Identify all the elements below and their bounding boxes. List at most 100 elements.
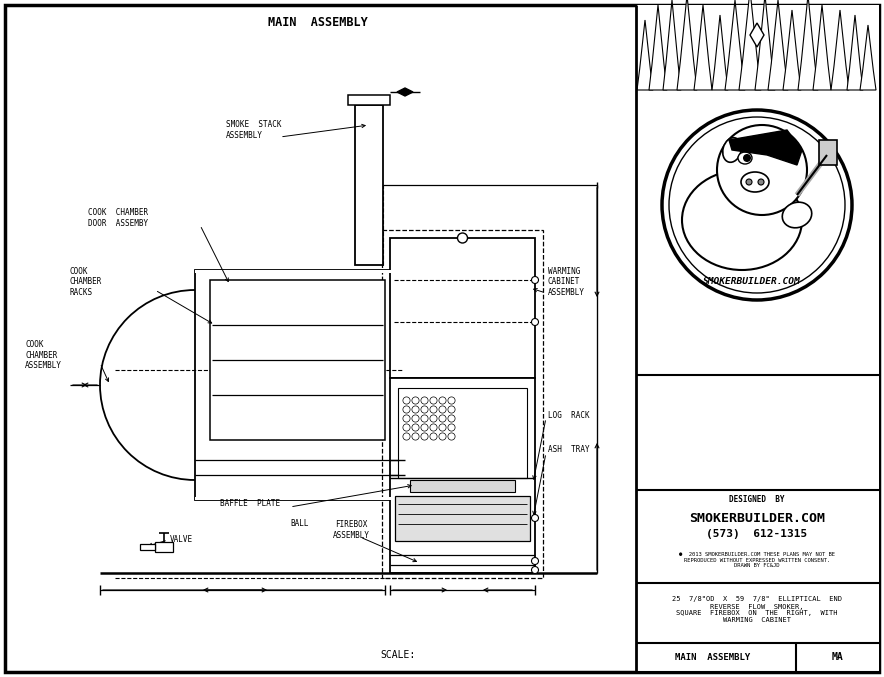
Text: BAFFLE  PLATE: BAFFLE PLATE (220, 498, 280, 508)
Polygon shape (860, 25, 876, 90)
Text: DESIGNED  BY: DESIGNED BY (729, 496, 785, 504)
Polygon shape (755, 0, 775, 90)
Circle shape (412, 406, 419, 413)
Text: ●  2013 SMOKERBUILDER.COM THESE PLANS MAY NOT BE
REPRODUCED WITHOUT EXPRESSED WR: ● 2013 SMOKERBUILDER.COM THESE PLANS MAY… (679, 552, 835, 568)
Text: COOK  CHAMBER
DOOR  ASSEMBY: COOK CHAMBER DOOR ASSEMBY (88, 209, 149, 227)
Text: ASH  TRAY: ASH TRAY (548, 445, 590, 454)
Polygon shape (637, 20, 653, 90)
Circle shape (746, 179, 752, 185)
Text: WARMING
CABINET
ASSEMBLY: WARMING CABINET ASSEMBLY (548, 267, 585, 297)
Bar (210, 280, 385, 440)
Text: Copyright
SmokerBuilder
LLC: Copyright SmokerBuilder LLC (186, 289, 434, 471)
Circle shape (412, 424, 419, 431)
Circle shape (438, 397, 446, 404)
Circle shape (669, 117, 845, 293)
Polygon shape (694, 5, 712, 90)
Circle shape (403, 415, 410, 422)
Circle shape (458, 233, 468, 243)
Circle shape (430, 433, 437, 440)
Text: SMOKERBUILDER.COM: SMOKERBUILDER.COM (689, 512, 825, 525)
Polygon shape (663, 0, 681, 90)
Bar (382, 230, 543, 578)
Text: 25  7/8"OD  X  59  7/8"  ELLIPTICAL  END
REVERSE  FLOW  SMOKER,
SQUARE  FIREBOX : 25 7/8"OD X 59 7/8" ELLIPTICAL END REVER… (672, 596, 842, 624)
Bar (195, 270, 405, 273)
Ellipse shape (723, 137, 742, 162)
Polygon shape (831, 10, 849, 90)
Polygon shape (798, 0, 818, 90)
Circle shape (412, 415, 419, 422)
Ellipse shape (782, 202, 812, 228)
Circle shape (430, 406, 437, 413)
Circle shape (438, 415, 446, 422)
Polygon shape (677, 0, 697, 90)
Text: VALVE: VALVE (170, 536, 193, 544)
Circle shape (448, 397, 455, 404)
Circle shape (438, 406, 446, 413)
Circle shape (743, 154, 751, 162)
Ellipse shape (100, 290, 290, 480)
Text: SMOKE  STACK
ASSEMBLY: SMOKE STACK ASSEMBLY (226, 121, 281, 139)
Bar (348, 95, 390, 105)
Bar (155, 542, 173, 552)
Circle shape (448, 433, 455, 440)
Polygon shape (739, 0, 761, 90)
Circle shape (421, 415, 428, 422)
Bar (637, 375, 879, 490)
Ellipse shape (682, 170, 802, 270)
Polygon shape (813, 5, 831, 90)
Circle shape (421, 397, 428, 404)
Bar (355, 105, 383, 265)
Circle shape (758, 179, 764, 185)
Circle shape (662, 110, 852, 300)
Circle shape (430, 424, 437, 431)
Circle shape (403, 406, 410, 413)
Polygon shape (783, 10, 801, 90)
Circle shape (717, 125, 807, 215)
Circle shape (438, 424, 446, 431)
Text: MAIN  ASSEMBLY: MAIN ASSEMBLY (268, 16, 368, 30)
Polygon shape (768, 0, 788, 90)
Polygon shape (729, 130, 802, 165)
Circle shape (412, 397, 419, 404)
Text: LOG  RACK: LOG RACK (548, 410, 590, 420)
Circle shape (531, 557, 538, 565)
Polygon shape (649, 5, 667, 90)
Bar (819, 140, 837, 165)
Text: MA: MA (831, 652, 842, 662)
Text: COOK
CHAMBER
ASSEMBLY: COOK CHAMBER ASSEMBLY (25, 340, 62, 370)
Bar (395, 496, 530, 541)
Bar (195, 270, 405, 500)
Circle shape (421, 424, 428, 431)
Ellipse shape (738, 152, 752, 164)
Circle shape (403, 424, 410, 431)
Circle shape (448, 406, 455, 413)
Circle shape (448, 415, 455, 422)
Polygon shape (750, 23, 764, 47)
Bar (390, 238, 535, 378)
Circle shape (403, 397, 410, 404)
Circle shape (531, 567, 538, 573)
Circle shape (430, 415, 437, 422)
Circle shape (531, 515, 538, 521)
Circle shape (531, 276, 538, 284)
Circle shape (438, 433, 446, 440)
Bar (140, 544, 155, 550)
Circle shape (421, 406, 428, 413)
Bar (410, 480, 515, 492)
Circle shape (412, 433, 419, 440)
Text: SCALE:: SCALE: (380, 650, 415, 660)
Circle shape (531, 318, 538, 326)
Circle shape (448, 424, 455, 431)
Circle shape (403, 433, 410, 440)
Text: COOK
CHAMBER
RACKS: COOK CHAMBER RACKS (70, 267, 103, 297)
Polygon shape (397, 88, 413, 96)
Text: SMOKERBUILDER.COM: SMOKERBUILDER.COM (703, 278, 801, 286)
Ellipse shape (741, 172, 769, 192)
Polygon shape (712, 15, 728, 90)
Circle shape (430, 397, 437, 404)
Polygon shape (847, 15, 863, 90)
Polygon shape (725, 0, 745, 90)
Bar (390, 378, 535, 573)
Text: BALL: BALL (290, 519, 309, 527)
Text: FIREBOX
ASSEMBLY: FIREBOX ASSEMBLY (333, 521, 370, 540)
